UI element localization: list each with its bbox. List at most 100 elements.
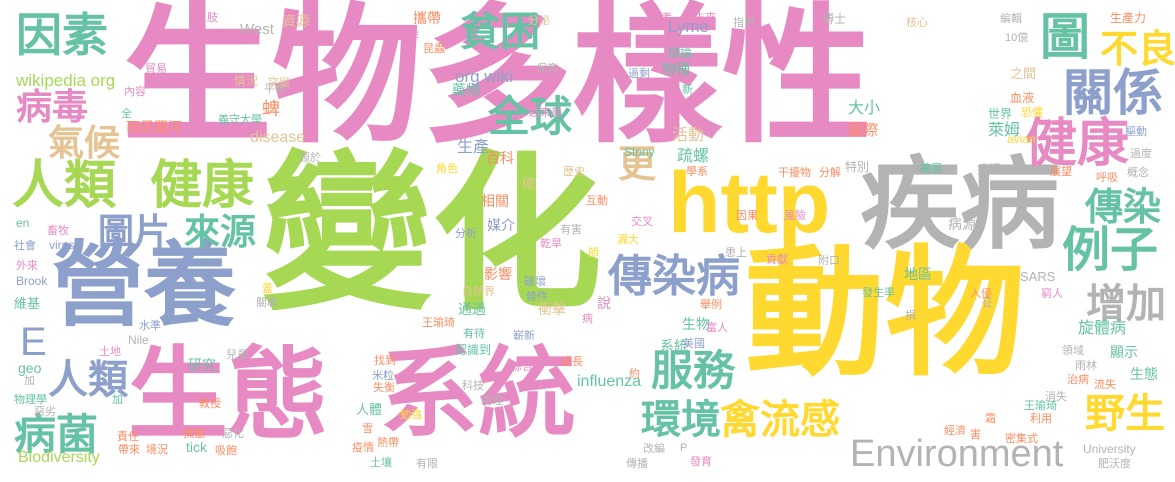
word-production: 生產 [457, 137, 490, 156]
word-worse: 惡化 [222, 427, 244, 440]
word-medicine: 藥物 [452, 83, 480, 99]
word-world: 世界 [988, 107, 1013, 121]
word-human-body: 人體 [356, 403, 383, 418]
word-hot: 熱帶 [377, 436, 399, 449]
word-spread: 傳播 [626, 457, 648, 470]
word-fear: 恐懼 [1021, 106, 1043, 119]
word-humans-2: 人類 [48, 357, 128, 403]
word-strong: 勉強 [400, 408, 422, 421]
word-new: 新 [682, 83, 693, 96]
word-fertility: 肥沃度 [1098, 457, 1131, 470]
word-en: en [16, 216, 30, 230]
word-rice: 米粒 [372, 369, 394, 382]
word-limited: 有限 [416, 457, 438, 470]
word-vision: 視角 [231, 31, 253, 44]
word-mutation: 突變 [268, 76, 290, 89]
word-activity: 活動 [672, 125, 705, 144]
word-invade: 入侵 [970, 287, 992, 300]
word-sign: 征 [982, 296, 993, 309]
word-rainforest: 雨林 [1075, 359, 1097, 372]
word-outlook: 展望 [1050, 165, 1072, 178]
word-patient: 患上 [725, 246, 747, 259]
word-region: 地區 [904, 267, 932, 283]
word-climate: 氣候 [48, 123, 121, 164]
word-species: 物種 [662, 62, 690, 78]
word-teach: 教授 [199, 397, 221, 410]
word-conditions: 條件 [526, 290, 548, 303]
word-analysis: 分析 [455, 227, 477, 240]
word-special: 特別 [845, 160, 870, 174]
word-humans-1: 人類 [12, 156, 117, 216]
word-environment-zh: 環境 [641, 397, 721, 443]
word-treat: 治病 [1067, 373, 1089, 386]
word-history: 歷史 [563, 165, 585, 178]
word-knot: 節 [588, 246, 599, 259]
word-bird-flu: 禽流感 [720, 397, 840, 443]
word-cover: 蓋 [262, 282, 273, 295]
word-ball: 捐 [905, 309, 916, 322]
word-change: 變化 [262, 136, 603, 334]
word-source: 來源 [184, 212, 257, 253]
word-cross: 交叉 [631, 215, 653, 228]
word-pictures: 圖片 [98, 212, 171, 253]
word-decompose: 分解 [819, 166, 841, 179]
word-interaction: 互動 [586, 194, 608, 207]
word-impact: 衝擊 [538, 302, 566, 318]
word-stony: Stony [624, 145, 655, 159]
word-overuse: 過剩 [628, 67, 650, 80]
word-children: 兒童 [226, 348, 248, 361]
word-international: 國際 [848, 121, 879, 139]
word-usa: 美國 [683, 337, 705, 350]
word-biodiversity-en: Biodiversity [18, 449, 100, 466]
word-doctor: 博士 [822, 12, 847, 26]
word-disease-en: disease [250, 129, 306, 146]
word-approx: 約 [629, 367, 640, 380]
word-infectious-disease: 傳染病 [608, 251, 740, 302]
word-hunt: 捕獵 [183, 427, 205, 440]
word-recognize: 認識到 [455, 343, 492, 357]
word-related: 相關 [481, 194, 509, 210]
word-secrete: 分泌 [528, 14, 550, 27]
word-west: West [240, 21, 274, 38]
word-example-2: 舉例 [700, 298, 722, 311]
word-biodiversity-zh: 生物多樣性 [122, 0, 873, 164]
word-plus: 加 [112, 393, 123, 406]
word-bring: 帶來 [118, 443, 140, 456]
word-nutrition: 營養 [52, 232, 237, 339]
word-absorb: 吸飽 [215, 444, 237, 457]
word-deteriorate: 惡劣 [34, 405, 56, 418]
word-imbalance: 失衡 [373, 381, 395, 394]
word-external: 外來 [16, 259, 38, 272]
word-infectious: 傳染 [1085, 185, 1162, 229]
word-source-2: 源於 [299, 151, 321, 164]
word-disturb: 干擾物 [778, 166, 811, 179]
word-collapse: 破壞 [524, 275, 546, 288]
word-occur-rate: 發生率 [862, 286, 895, 299]
word-responsibility: 責任 [117, 430, 139, 443]
word-say: 說 [597, 296, 611, 312]
word-virus-en: virus [49, 238, 75, 252]
word-bad: 不良 [1100, 27, 1175, 71]
word-poor: 窮人 [1041, 287, 1063, 300]
word-p: P [680, 442, 688, 454]
word-herding: 畜牧 [47, 224, 69, 237]
word-rich: 富人 [706, 321, 728, 334]
word-physics: 物理學 [14, 393, 47, 406]
word-sars: SARS [1020, 269, 1056, 284]
word-have-sense: 有待 [463, 327, 485, 340]
word-10-billion: 10億 [1005, 32, 1029, 44]
word-level: 水準 [139, 319, 161, 332]
word-expand: 擴展 [920, 162, 942, 175]
word-global: 全球 [488, 92, 573, 141]
word-future: 未來 [694, 11, 716, 24]
word-acute: 急性 [160, 77, 182, 90]
word-disappear: 消失 [1045, 390, 1067, 403]
word-disease-src: 病源 [977, 162, 1002, 176]
word-research: 研究 [188, 358, 216, 374]
word-show: 顯示 [1110, 345, 1138, 361]
word-organism: 生物 [682, 317, 710, 333]
word-assist: 助理 [481, 394, 503, 407]
word-snow: 雪 [362, 422, 373, 435]
word-balance: 平衡 [264, 82, 286, 95]
word-land: 土地 [99, 345, 121, 358]
